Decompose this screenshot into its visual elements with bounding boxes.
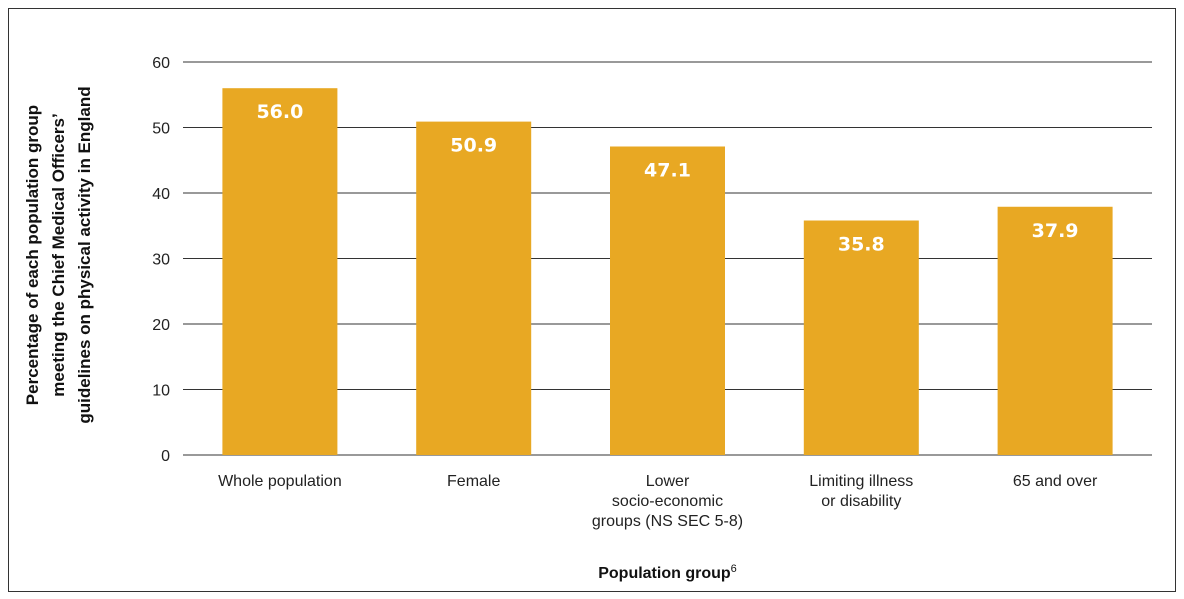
data-label: 56.0: [256, 101, 303, 123]
bar: [610, 146, 725, 455]
y-tick-label: 10: [152, 383, 170, 400]
data-label: 37.9: [1032, 220, 1079, 242]
y-tick-label: 0: [161, 448, 170, 465]
y-tick-label: 30: [152, 252, 170, 269]
y-tick-label: 60: [152, 55, 170, 72]
bar: [803, 220, 919, 455]
x-axis-label-text: Population group: [598, 565, 731, 582]
x-category-label: Female: [447, 473, 500, 490]
bar: [997, 206, 1113, 455]
x-category-label: Lower socio-economic groups (NS SEC 5-8): [592, 473, 743, 530]
chart-frame: [8, 8, 1176, 592]
y-tick-label: 50: [152, 121, 170, 138]
bar: [222, 88, 338, 455]
x-axis-label: Population group6: [598, 563, 737, 582]
y-axis-label: Percentage of each population group meeti…: [23, 86, 94, 423]
data-label: 50.9: [450, 135, 497, 157]
y-tick-labels: 0 10 20 30 40 50 60: [152, 55, 170, 465]
x-axis-footnote: 6: [731, 563, 737, 575]
data-label: 35.8: [838, 234, 885, 256]
bars: [222, 88, 1113, 455]
x-category-label: Limiting illness or disability: [809, 473, 913, 510]
x-category-label: 65 and over: [1013, 473, 1098, 490]
data-label: 47.1: [644, 159, 691, 181]
data-labels: 56.0 50.9 47.1 35.8 37.9: [256, 101, 1078, 255]
x-category-label: Whole population: [218, 473, 342, 490]
x-category-labels: Whole population Female Lower socio-economi…: [218, 473, 1098, 530]
y-tick-label: 20: [152, 317, 170, 334]
y-tick-label: 40: [152, 186, 170, 203]
bar: [416, 121, 532, 455]
